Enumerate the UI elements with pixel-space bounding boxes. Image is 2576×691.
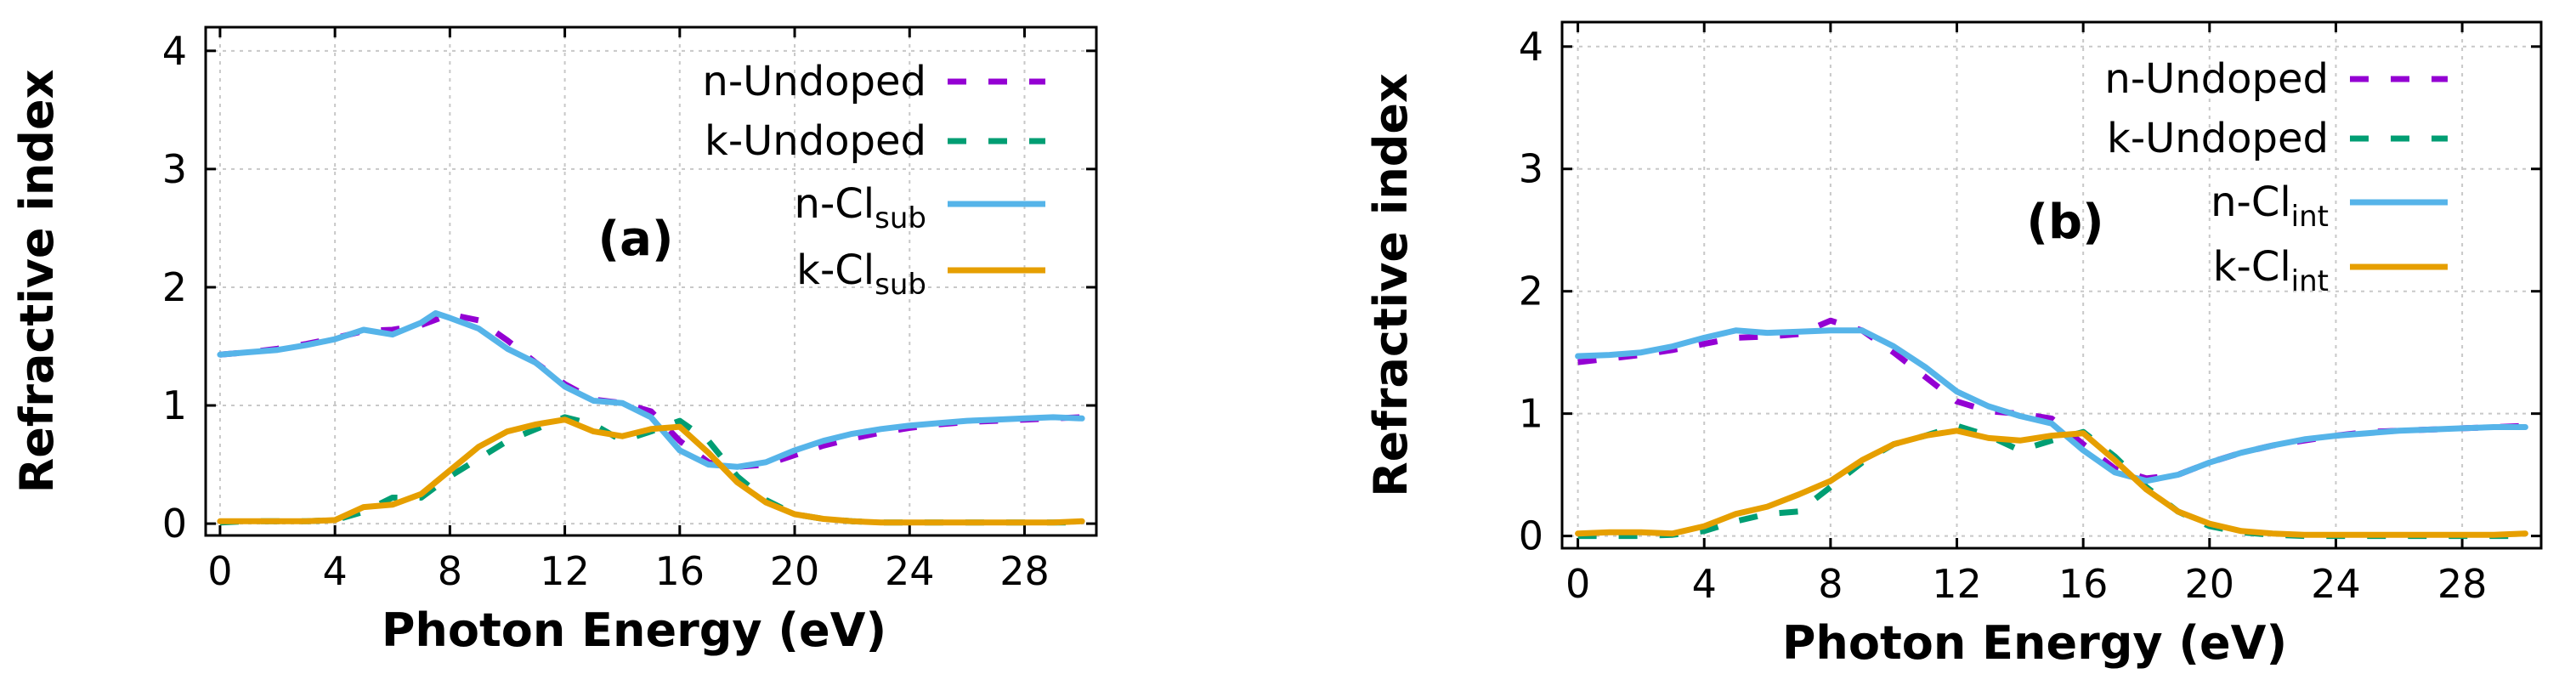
x-tick-label: 28 — [2437, 561, 2488, 607]
legend-label-main: n-Undoped — [2104, 55, 2329, 103]
panel-label: (a) — [598, 212, 674, 267]
panel-label: (b) — [2026, 195, 2103, 250]
legend-label-main: n-Cl — [795, 180, 875, 228]
plot-frame — [204, 25, 1098, 537]
series-line-n-Clsub — [217, 310, 1085, 470]
x-tick-label: 0 — [1565, 561, 1590, 607]
y-axis-label: Refractive index — [10, 69, 64, 493]
y-tick-label: 0 — [1519, 513, 1543, 559]
legend-label: k-Clint — [2213, 243, 2329, 298]
y-axis-label: Refractive index — [1364, 73, 1418, 497]
x-tick-label: 28 — [999, 548, 1050, 594]
legend-label-main: k-Cl — [2213, 243, 2291, 291]
x-axis-label: Photon Energy (eV) — [382, 603, 886, 657]
y-tick-label: 1 — [1519, 391, 1543, 437]
legend-label-subscript: int — [2291, 200, 2329, 234]
legend-label-main: n-Undoped — [702, 58, 926, 105]
legend-label-main: k-Undoped — [705, 117, 926, 165]
y-tick-label: 1 — [162, 382, 187, 428]
legend-label: k-Clsub — [796, 246, 926, 302]
x-tick-label: 8 — [1818, 561, 1843, 607]
series-line-k-Clint — [1575, 428, 2528, 538]
y-tick-label: 3 — [162, 146, 187, 192]
series-line-n-Undoped — [219, 311, 1083, 470]
y-tick-label: 3 — [1519, 146, 1543, 192]
y-tick-label: 0 — [162, 501, 187, 547]
y-tick-label: 4 — [162, 28, 187, 74]
legend-label-main: k-Undoped — [2107, 115, 2329, 162]
x-tick-label: 8 — [438, 548, 462, 594]
x-tick-label: 16 — [655, 548, 705, 594]
legend-label-subscript: int — [2291, 264, 2329, 298]
x-tick-label: 24 — [2311, 561, 2361, 607]
legend-label: n-Clsub — [795, 180, 926, 235]
series-line-k-Undoped — [219, 414, 1083, 526]
legend-label: n-Undoped — [2104, 55, 2329, 103]
y-tick-label: 2 — [1519, 269, 1543, 314]
y-tick-label: 2 — [162, 264, 187, 310]
legend-label: n-Undoped — [702, 58, 926, 105]
legend-label-subscript: sub — [875, 201, 926, 235]
plot-frame — [1560, 20, 2543, 550]
legend-label: k-Undoped — [705, 117, 926, 165]
x-tick-label: 0 — [207, 548, 232, 594]
x-tick-label: 24 — [885, 548, 935, 594]
x-tick-label: 20 — [2185, 561, 2235, 607]
x-tick-label: 12 — [1932, 561, 1982, 607]
legend-label-subscript: sub — [875, 268, 926, 302]
series-line-n-Clint — [1575, 327, 2528, 484]
x-tick-label: 4 — [322, 548, 347, 594]
y-tick-label: 4 — [1519, 24, 1543, 70]
series-line-k-Clsub — [217, 416, 1085, 526]
legend-label: k-Undoped — [2107, 115, 2329, 162]
legend-label: n-Clint — [2211, 178, 2329, 234]
x-axis-label: Photon Energy (eV) — [1782, 616, 2287, 670]
legend-label-main: n-Cl — [2211, 178, 2291, 226]
legend-label-main: k-Cl — [796, 246, 875, 294]
x-tick-label: 20 — [770, 548, 820, 594]
x-tick-label: 16 — [2058, 561, 2109, 607]
x-tick-label: 4 — [1692, 561, 1717, 607]
x-tick-label: 12 — [540, 548, 590, 594]
series-line-n-Undoped — [1577, 317, 2526, 482]
